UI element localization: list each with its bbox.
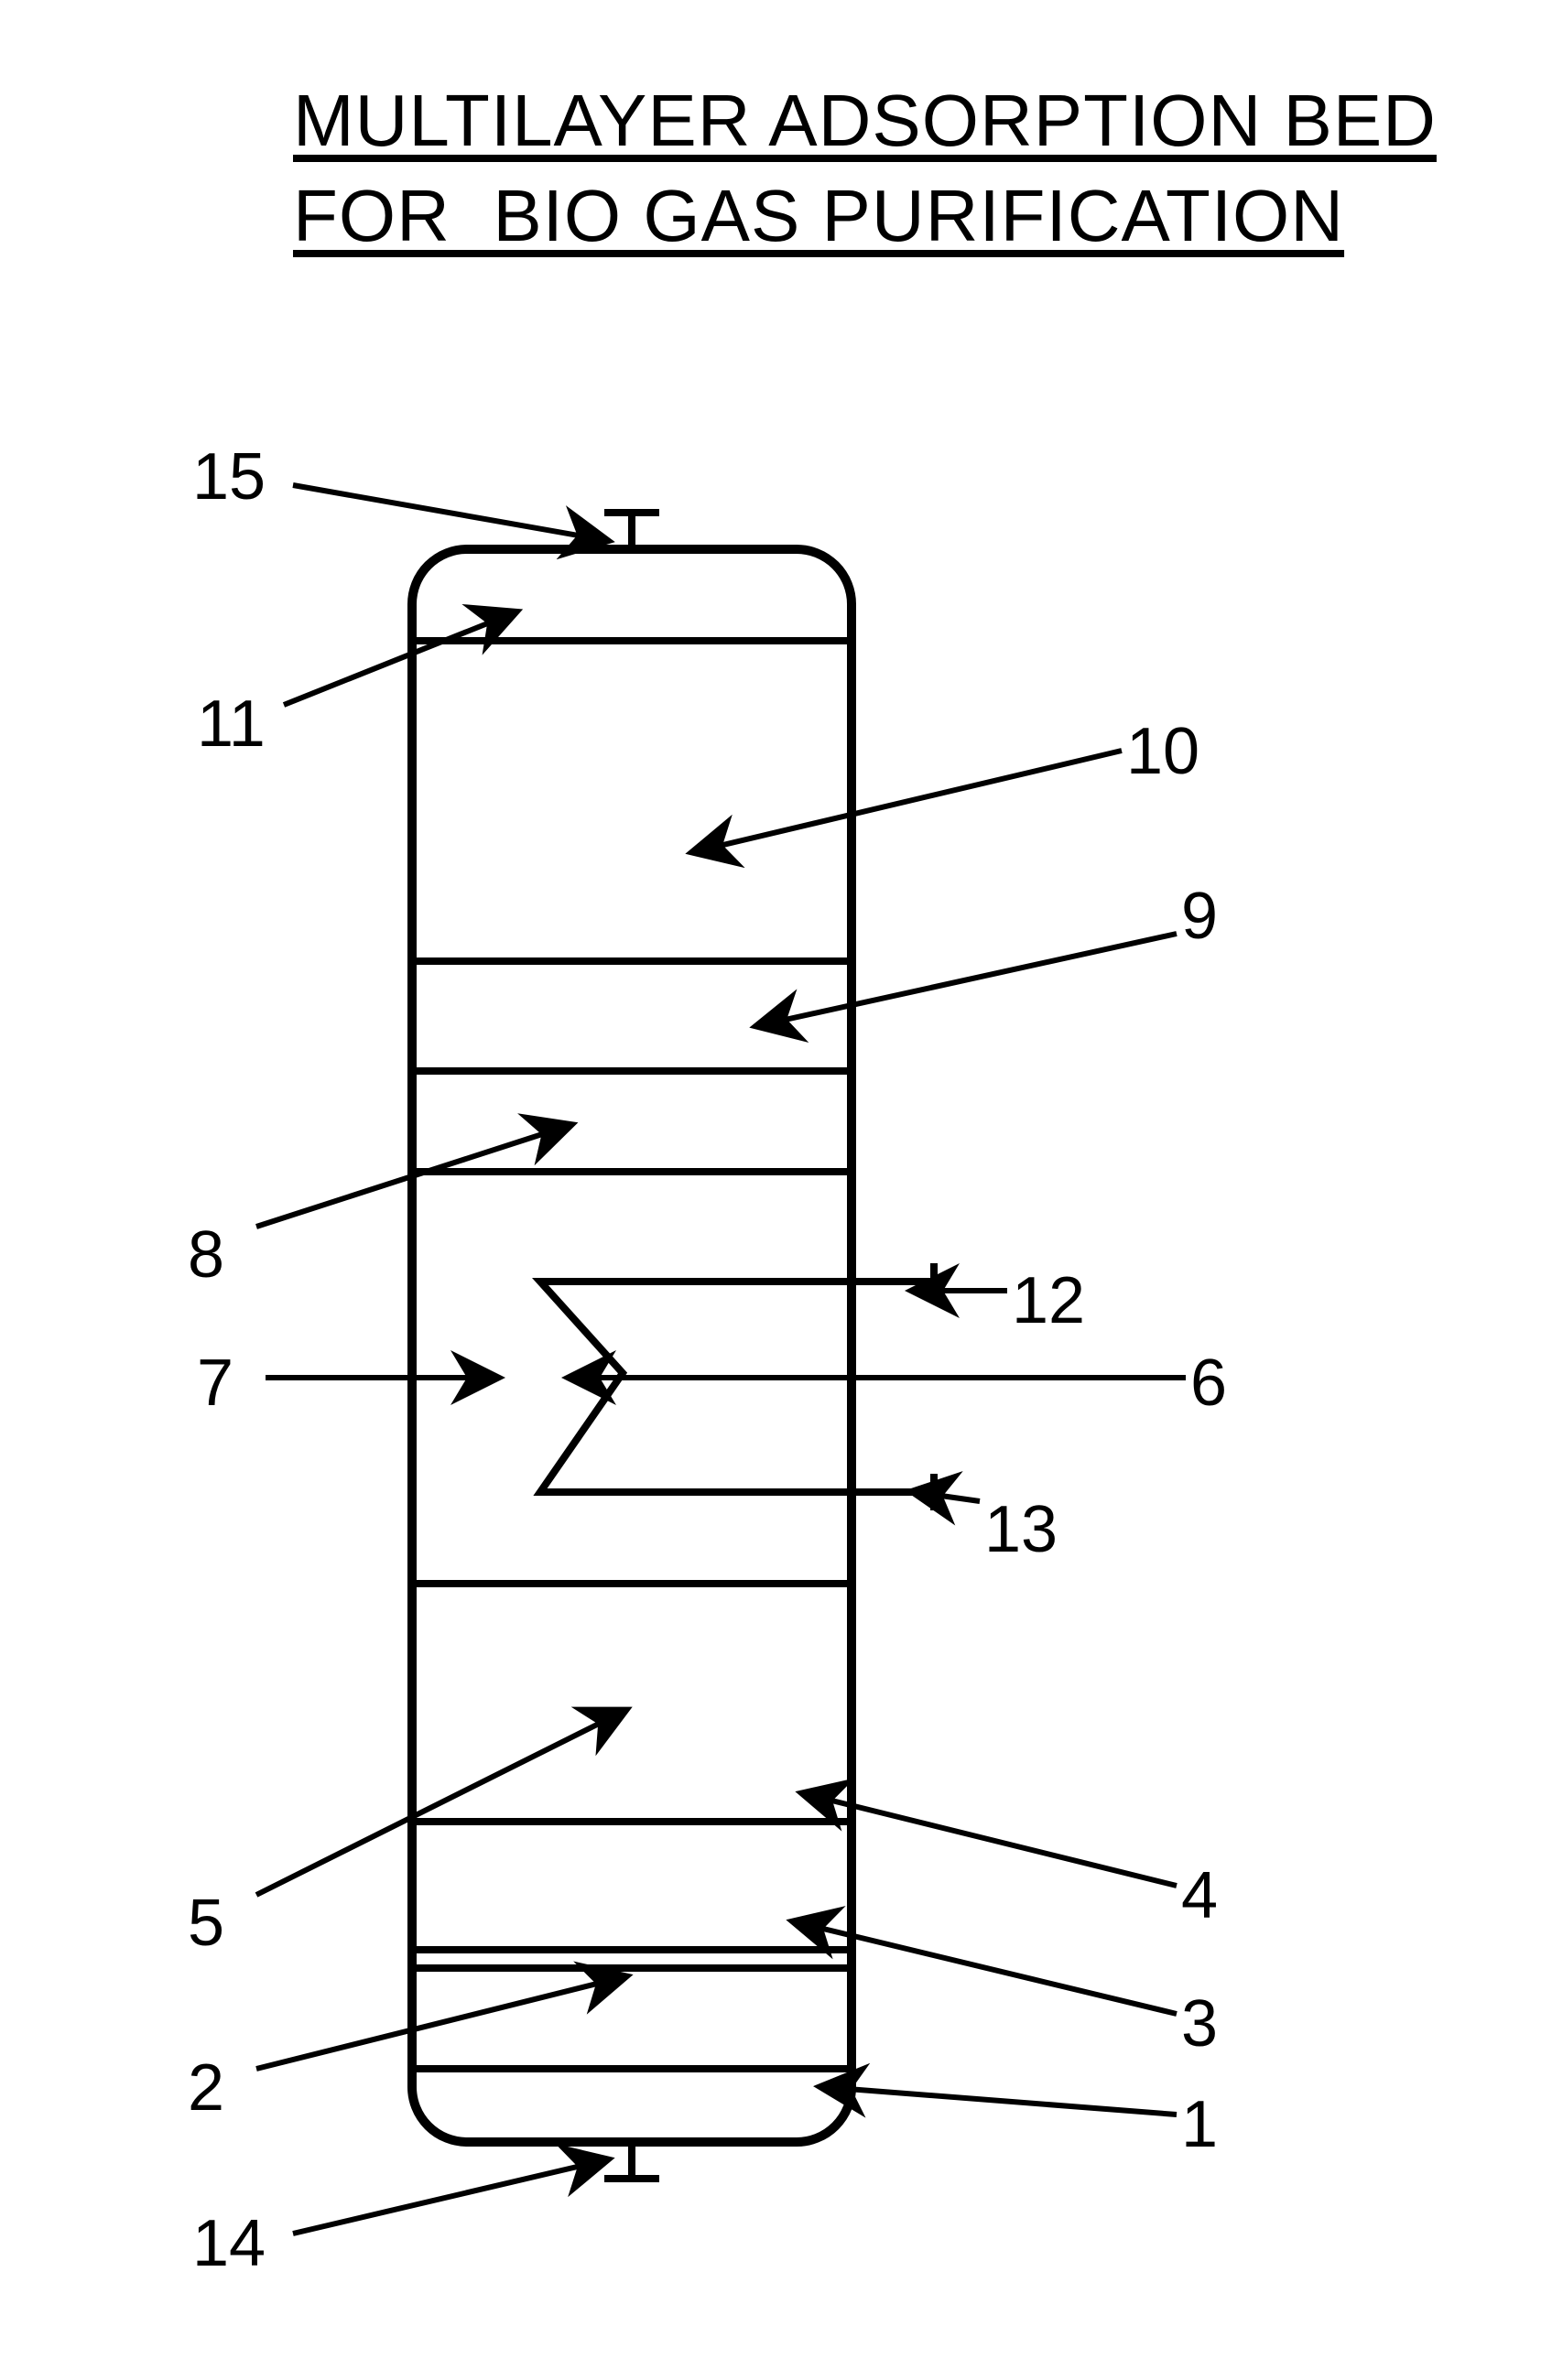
- callout-15: 15: [192, 439, 266, 514]
- diagram-svg: [0, 0, 1552, 2380]
- callout-13: 13: [984, 1492, 1058, 1567]
- callout-3: 3: [1181, 1986, 1218, 2061]
- callout-14: 14: [192, 2206, 266, 2281]
- callout-2: 2: [188, 2050, 224, 2126]
- ports: [604, 513, 659, 2179]
- callout-8: 8: [188, 1217, 224, 1293]
- callout-12: 12: [1012, 1263, 1085, 1338]
- dividers: [417, 641, 847, 2069]
- callout-11: 11: [197, 687, 266, 762]
- internal-coil: [540, 1263, 934, 1510]
- callout-6: 6: [1190, 1346, 1227, 1421]
- callout-4: 4: [1181, 1858, 1218, 1933]
- callout-10: 10: [1126, 714, 1199, 789]
- callout-1: 1: [1181, 2087, 1218, 2162]
- vessel: [412, 549, 852, 2142]
- callout-5: 5: [188, 1886, 224, 1961]
- callout-9: 9: [1181, 879, 1218, 954]
- callout-7: 7: [197, 1346, 233, 1421]
